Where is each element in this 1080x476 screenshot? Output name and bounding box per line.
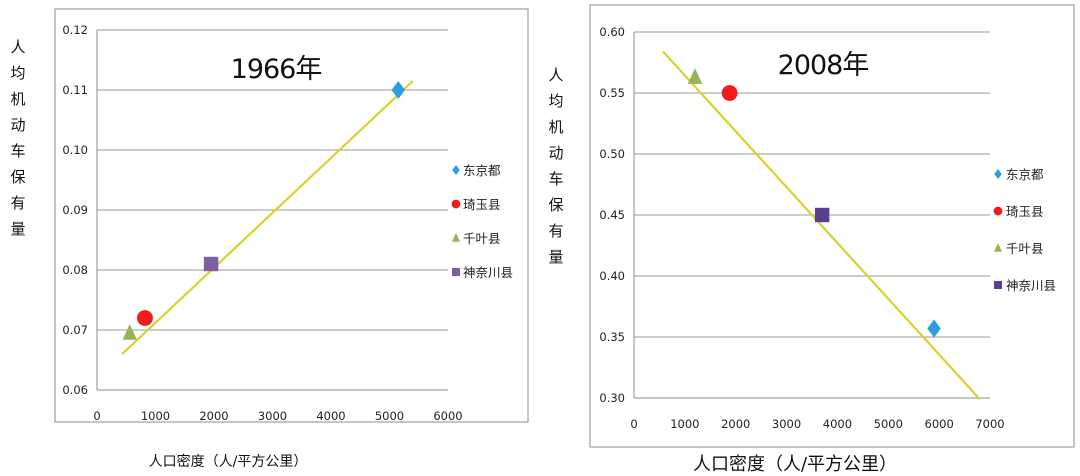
y-axis-label: 人均机动车保有量 [548,66,563,266]
chart-border [589,4,1075,448]
x-tick-label: 3000 [258,409,287,423]
chart-panel-1: 0.06 0.07 0.08 0.09 0.10 0.11 0.12 0 1000 2000 300… [10,8,529,470]
legend-marker [993,206,1003,216]
legend-marker [994,169,1002,179]
x-tick-label: 0 [630,417,637,431]
chart-title: 2008年 [778,50,869,81]
data-point-circle [137,310,153,326]
legend-marker [452,165,460,175]
x-tick-label: 5000 [874,417,903,431]
y-tick-label: 0.60 [599,25,625,39]
y-tick-label: 0.10 [62,143,88,157]
y-tick-label: 0.35 [599,330,625,344]
y-axis-label: 人均机动车保有量 [10,38,25,238]
data-point-circle [721,85,738,101]
y-tick-label: 0.45 [599,208,625,222]
data-point-square [203,256,219,272]
data-point-diamond [391,81,406,99]
y-tick-label: 0.07 [62,323,88,337]
x-tick-label: 0 [93,409,100,423]
y-tick-label: 0.40 [599,269,625,283]
x-tick-label: 2000 [721,417,750,431]
y-tick-label: 0.30 [599,391,625,405]
legend-marker [451,199,461,209]
chart-title: 1966年 [231,54,322,85]
x-tick-label: 6000 [433,409,462,423]
legend-label: 千叶县 [1006,241,1044,256]
legend-marker [452,233,460,242]
data-point-square [814,207,830,223]
x-tick-label: 1000 [141,409,170,423]
data-point-triangle [687,68,703,84]
data-point-diamond [927,319,941,338]
y-tick-label: 0.55 [599,86,625,100]
legend-marker [994,281,1002,289]
y-tick-label: 0.08 [62,263,88,277]
x-tick-label: 6000 [925,417,954,431]
x-tick-label: 3000 [772,417,801,431]
y-tick-label: 0.06 [62,383,88,397]
x-tick-label: 5000 [375,409,404,423]
trendline [662,50,981,400]
x-axis-label: 人口密度（人/平方公里） [693,454,897,475]
y-tick-label: 0.09 [62,203,88,217]
legend-label: 东京都 [463,163,501,178]
legend-label: 神奈川县 [463,265,513,280]
chart-border [54,8,529,423]
x-tick-label: 2000 [199,409,228,423]
legend-label: 千叶县 [463,231,501,246]
legend-label: 琦玉县 [1006,204,1044,219]
y-tick-label: 0.50 [599,147,625,161]
x-tick-label: 7000 [975,417,1004,431]
x-tick-label: 4000 [316,409,345,423]
legend-marker [994,243,1002,252]
y-tick-label: 0.12 [62,23,88,37]
legend-marker [452,268,460,276]
data-point-triangle [122,324,137,340]
y-tick-label: 0.11 [62,83,88,97]
chart-panel-2: 0.30 0.35 0.40 0.45 0.50 0.55 0.60 0 1000 2000 300… [548,4,1075,475]
legend-label: 东京都 [1006,167,1044,182]
x-axis-label: 人口密度（人/平方公里） [149,453,308,470]
legend-label: 琦玉县 [463,197,501,212]
x-tick-label: 4000 [823,417,852,431]
trendline [121,80,414,355]
legend-label: 神奈川县 [1006,278,1056,293]
x-tick-label: 1000 [670,417,699,431]
